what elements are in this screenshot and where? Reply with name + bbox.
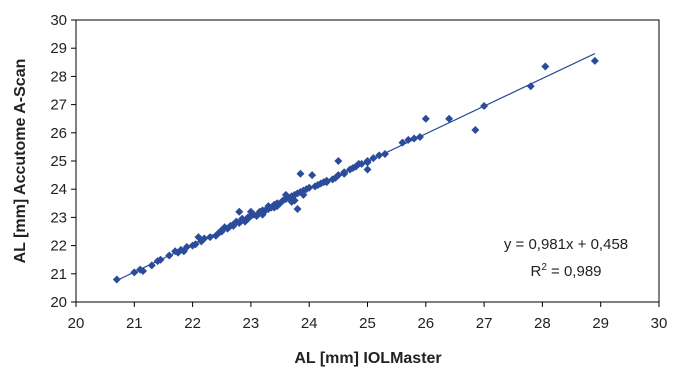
data-point [293,204,302,213]
x-tick-label: 26 [417,315,434,332]
x-tick-label: 27 [476,315,493,332]
data-point [217,227,226,236]
data-point [331,173,340,182]
data-point [235,207,244,216]
data-point [445,114,454,123]
x-tick-label: 24 [301,315,318,332]
data-point [287,197,296,206]
annotation-box [478,228,650,288]
x-axis-ticks: 20 21 22 23 24 25 26 27 28 29 30 [68,302,668,332]
y-tick-label: 21 [50,266,67,283]
data-point [404,135,413,144]
y-tick-label: 30 [50,12,67,29]
x-tick-label: 21 [126,315,143,332]
data-point [354,159,363,168]
data-point [139,266,148,275]
data-point [526,82,535,91]
data-points [112,56,599,284]
y-tick-label: 20 [50,294,67,311]
data-point [191,240,200,249]
data-point [246,207,255,216]
r-squared-superscript: 2 [541,262,547,273]
data-point [264,202,273,211]
data-point [296,169,305,178]
x-tick-label: 30 [651,315,668,332]
data-point [200,234,209,243]
data-point [258,210,267,219]
data-point [480,102,489,111]
x-tick-label: 29 [592,315,609,332]
data-point [363,157,372,165]
data-point [281,190,290,199]
data-point [415,133,424,142]
y-tick-label: 27 [50,97,67,114]
data-point [270,203,279,212]
r-squared: R2 = 0,989 [530,262,601,280]
data-point [363,165,372,174]
data-point [308,171,317,180]
data-point [165,251,174,260]
data-point [112,275,121,284]
r-squared-value: = 0,989 [547,263,602,280]
y-tick-label: 28 [50,68,67,85]
x-tick-label: 23 [243,315,260,332]
x-tick-label: 25 [359,315,376,332]
data-point [348,164,357,173]
y-tick-label: 29 [50,40,67,57]
data-point [421,114,430,123]
data-point [410,134,419,143]
data-point [147,261,156,270]
y-tick-label: 25 [50,153,67,170]
data-point [299,190,308,199]
data-point [375,151,384,160]
y-tick-label: 24 [50,181,67,198]
data-point [229,220,238,229]
data-point [334,157,343,165]
data-point [590,56,599,65]
x-axis-title: AL [mm] IOLMaster [294,350,441,367]
data-point [305,183,314,192]
x-tick-label: 22 [184,315,201,332]
data-point [130,268,139,277]
r-squared-prefix: R [530,263,541,280]
data-point [471,125,480,134]
y-axis-ticks: 20 21 22 23 24 25 26 27 28 29 30 [50,12,76,311]
data-point [340,168,349,177]
x-tick-label: 28 [534,315,551,332]
data-point [313,180,322,189]
y-tick-label: 26 [50,125,67,142]
data-point [369,154,378,163]
data-point [182,243,191,252]
data-point [541,62,550,71]
x-tick-label: 20 [68,315,85,332]
data-point [322,178,331,187]
data-point [206,233,215,242]
data-point [243,213,252,222]
data-point [380,149,389,158]
regression-equation: y = 0,981x + 0,458 [504,236,628,253]
data-point [398,138,407,147]
y-axis-title: AL [mm] Accutome A-Scan [12,59,29,264]
y-tick-label: 23 [50,209,67,226]
y-tick-label: 22 [50,238,67,255]
data-point [153,257,162,266]
